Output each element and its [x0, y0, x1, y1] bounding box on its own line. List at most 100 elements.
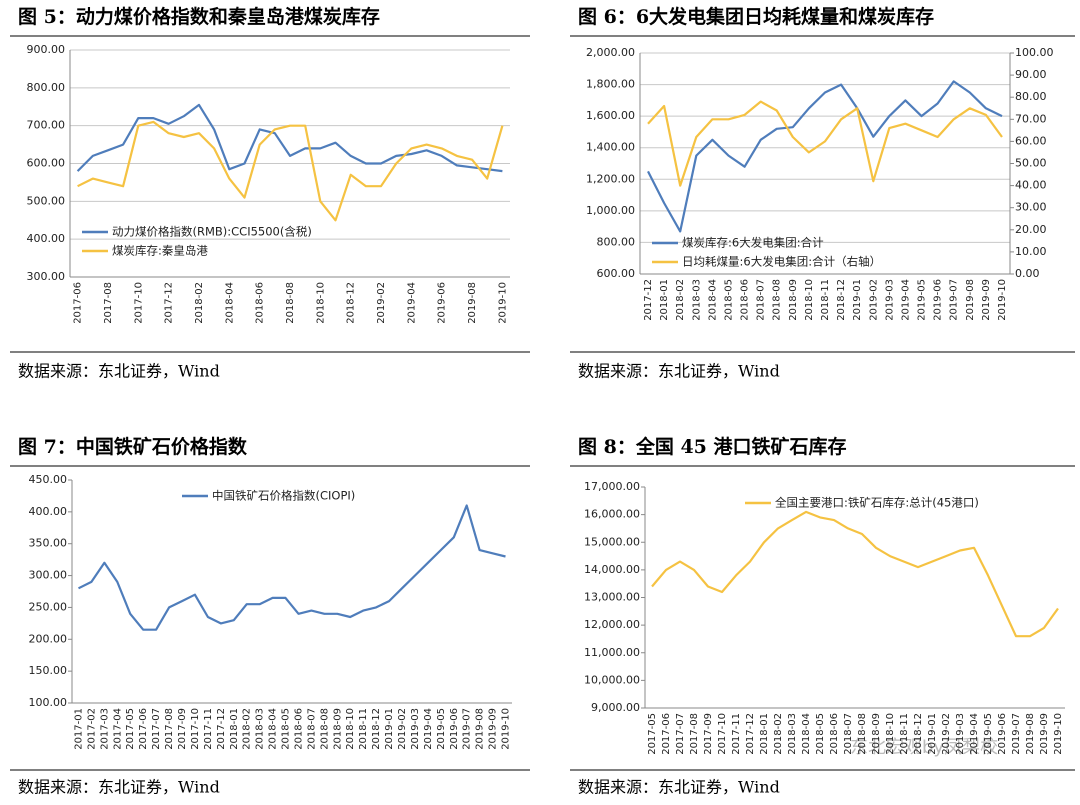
x-tick-label: 2018-07 [843, 713, 854, 755]
y-tick-label: 300.00 [27, 270, 66, 283]
x-tick-label: 2019-09 [981, 279, 992, 321]
legend-label: 煤炭库存:6大发电集团:合计 [682, 236, 824, 250]
y2-tick-label: 90.00 [1015, 68, 1047, 81]
x-tick-label: 2018-09 [871, 713, 882, 755]
x-tick-label: 2018-12 [836, 279, 847, 321]
x-tick-label: 2018-09 [332, 708, 343, 750]
y2-tick-label: 80.00 [1015, 90, 1047, 103]
x-tick-label: 2017-03 [99, 708, 110, 750]
x-tick-label: 2019-02 [941, 713, 952, 755]
series-line [647, 80, 1003, 233]
legend-label: 煤炭库存:秦皇岛港 [112, 244, 208, 258]
y2-tick-label: 30.00 [1015, 201, 1047, 214]
x-tick-label: 2017-10 [190, 708, 201, 750]
x-tick-label: 2018-08 [285, 282, 296, 324]
y-tick-label: 400.00 [27, 232, 66, 245]
y-tick-label: 500.00 [27, 194, 66, 207]
x-tick-label: 2018-03 [787, 713, 798, 755]
x-tick-label: 2019-02 [376, 282, 387, 324]
x-tick-label: 2019-10 [497, 282, 508, 324]
x-tick-label: 2019-08 [1025, 713, 1036, 755]
x-tick-label: 2019-04 [900, 279, 911, 321]
x-tick-label: 2018-10 [804, 279, 815, 321]
y2-tick-label: 70.00 [1015, 112, 1047, 125]
figure-title: 图 5：动力煤价格指数和秦皇岛港煤炭库存 [18, 5, 380, 28]
x-tick-label: 2019-08 [965, 279, 976, 321]
y2-tick-label: 10.00 [1015, 245, 1047, 258]
y-tick-label: 11,000.00 [584, 646, 640, 659]
y-tick-label: 700.00 [27, 119, 66, 132]
x-tick-label: 2018-08 [772, 279, 783, 321]
y-tick-label: 1,000.00 [586, 204, 635, 217]
y-tick-label: 200.00 [29, 632, 68, 645]
y-tick-label: 150.00 [29, 664, 68, 677]
y-tick-label: 17,000.00 [584, 480, 640, 493]
x-tick-label: 2018-02 [773, 713, 784, 755]
x-tick-label: 2019-10 [501, 708, 512, 750]
x-tick-label: 2018-03 [691, 279, 702, 321]
x-tick-label: 2017-12 [216, 708, 227, 750]
x-tick-label: 2018-08 [319, 708, 330, 750]
series-line [651, 510, 1059, 638]
x-tick-label: 2018-04 [801, 713, 812, 755]
x-tick-label: 2019-09 [488, 708, 499, 750]
y-tick-label: 800.00 [27, 81, 66, 94]
x-tick-label: 2019-03 [410, 708, 421, 750]
x-tick-label: 2017-06 [138, 708, 149, 750]
y-tick-label: 900.00 [27, 43, 66, 56]
x-tick-label: 2018-06 [740, 279, 751, 321]
legend-label: 动力煤价格指数(RMB):CCI5500(含税) [112, 225, 312, 239]
x-tick-label: 2018-01 [659, 279, 670, 321]
x-tick-label: 2018-10 [315, 282, 326, 324]
x-tick-label: 2018-08 [857, 713, 868, 755]
x-tick-label: 2019-04 [969, 713, 980, 755]
y-tick-label: 13,000.00 [584, 591, 640, 604]
x-tick-label: 2019-04 [423, 708, 434, 750]
x-tick-label: 2019-10 [1053, 713, 1064, 755]
x-tick-label: 2018-06 [293, 708, 304, 750]
x-tick-label: 2019-07 [1011, 713, 1022, 755]
series-line [647, 100, 1003, 187]
x-tick-label: 2018-07 [306, 708, 317, 750]
x-tick-label: 2018-09 [788, 279, 799, 321]
x-tick-label: 2017-09 [177, 708, 188, 750]
x-tick-label: 2018-03 [255, 708, 266, 750]
x-tick-label: 2019-02 [868, 279, 879, 321]
legend-label: 全国主要港口:铁矿石库存:总计(45港口) [775, 496, 979, 510]
x-tick-label: 2018-01 [229, 708, 240, 750]
x-tick-label: 2018-05 [815, 713, 826, 755]
x-tick-label: 2019-06 [933, 279, 944, 321]
figure-title: 图 7：中国铁矿石价格指数 [18, 435, 248, 458]
x-tick-label: 2018-12 [913, 713, 924, 755]
x-tick-label: 2019-04 [406, 282, 417, 324]
y-tick-label: 350.00 [29, 537, 68, 550]
y-tick-label: 15,000.00 [584, 535, 640, 548]
x-tick-label: 2017-07 [675, 713, 686, 755]
x-tick-label: 2017-06 [73, 282, 84, 324]
x-tick-label: 2019-06 [449, 708, 460, 750]
x-tick-label: 2017-09 [703, 713, 714, 755]
y-tick-label: 450.00 [29, 473, 68, 486]
legend-label: 日均耗煤量:6大发电集团:合计（右轴） [682, 255, 881, 269]
y2-tick-label: 50.00 [1015, 157, 1047, 170]
x-tick-label: 2019-07 [949, 279, 960, 321]
x-tick-label: 2017-01 [73, 708, 84, 750]
x-tick-label: 2018-12 [371, 708, 382, 750]
x-tick-label: 2018-11 [820, 279, 831, 321]
y-tick-label: 1,400.00 [586, 141, 635, 154]
y-tick-label: 2,000.00 [586, 46, 635, 59]
y-tick-label: 600.00 [597, 267, 636, 280]
y-tick-label: 800.00 [597, 235, 636, 248]
x-tick-label: 2017-05 [647, 713, 658, 755]
x-tick-label: 2018-06 [829, 713, 840, 755]
x-tick-label: 2017-12 [643, 279, 654, 321]
series-line [77, 120, 504, 222]
x-tick-label: 2019-06 [437, 282, 448, 324]
y2-tick-label: 0.00 [1015, 267, 1040, 280]
series-line [76, 103, 503, 173]
x-tick-label: 2017-10 [133, 282, 144, 324]
x-tick-label: 2019-05 [436, 708, 447, 750]
x-tick-label: 2019-06 [997, 713, 1008, 755]
x-tick-label: 2019-01 [384, 708, 395, 750]
x-tick-label: 2017-08 [689, 713, 700, 755]
